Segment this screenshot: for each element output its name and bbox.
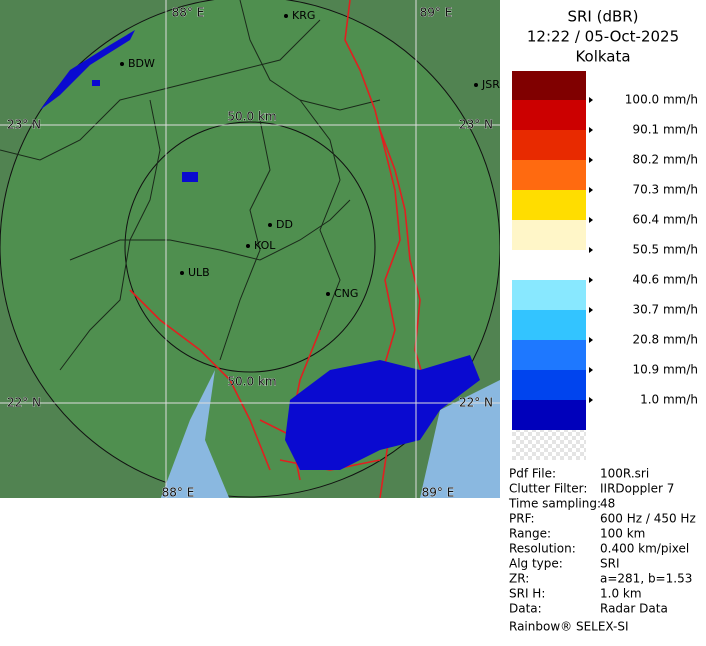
- legend-title: Kolkata: [575, 48, 630, 66]
- city-dot: [120, 62, 124, 66]
- info-value: 100R.sri: [600, 467, 649, 481]
- info-key: Resolution:: [509, 542, 576, 556]
- legend-swatch: [512, 100, 586, 130]
- legend-title: SRI (dBR): [567, 8, 638, 26]
- legend-tick: [589, 127, 593, 133]
- legend-swatch: [512, 220, 586, 250]
- info-value: a=281, b=1.53: [600, 572, 692, 586]
- legend-swatch: [512, 340, 586, 370]
- info-key: Alg type:: [509, 557, 563, 571]
- legend-swatch: [512, 280, 586, 310]
- legend-swatch: [512, 310, 586, 340]
- map-label: 50.0 km: [227, 110, 276, 124]
- info-value: 1.0 km: [600, 587, 642, 601]
- city-label: KOL: [254, 239, 276, 252]
- map-label: 23° N: [7, 118, 41, 132]
- info-value: 48: [600, 497, 615, 511]
- info-key: Time sampling:: [508, 497, 601, 511]
- legend-label: 50.5 mm/h: [632, 243, 698, 257]
- legend-label: 10.9 mm/h: [632, 363, 698, 377]
- legend-swatch: [512, 250, 586, 280]
- map-label: 50.0 km: [227, 375, 276, 389]
- info-key: Data:: [509, 602, 542, 616]
- legend-label: 40.6 mm/h: [632, 273, 698, 287]
- info-key: Pdf File:: [509, 467, 556, 481]
- legend-label: 80.2 mm/h: [632, 153, 698, 167]
- legend-label: 60.4 mm/h: [632, 213, 698, 227]
- city-dot: [474, 83, 478, 87]
- map-label: 22° N: [459, 396, 493, 410]
- legend-tick: [589, 187, 593, 193]
- info-value: 100 km: [600, 527, 645, 541]
- info-value: SRI: [600, 557, 620, 571]
- city-dot: [180, 271, 184, 275]
- legend-tick: [589, 157, 593, 163]
- map-label: 22° N: [7, 396, 41, 410]
- legend-tick: [589, 247, 593, 253]
- city-dot: [268, 223, 272, 227]
- info-key: Range:: [509, 527, 551, 541]
- legend-tick: [589, 307, 593, 313]
- legend-tick: [589, 367, 593, 373]
- map-label: 88° E: [162, 486, 195, 500]
- city-dot: [246, 244, 250, 248]
- map-label: 89° E: [420, 6, 453, 20]
- info-value: IIRDoppler 7: [600, 482, 674, 496]
- legend-swatch: [512, 160, 586, 190]
- map-label: 89° E: [422, 486, 455, 500]
- map: [0, 0, 500, 498]
- info-value: Radar Data: [600, 602, 668, 616]
- city-label: JSR: [481, 78, 500, 91]
- city-dot: [326, 292, 330, 296]
- map-label: 23° N: [459, 118, 493, 132]
- graticule: [0, 0, 500, 498]
- legend-label: 70.3 mm/h: [632, 183, 698, 197]
- legend-swatch: [512, 400, 586, 430]
- city-label: BDW: [128, 57, 155, 70]
- legend-label: 100.0 mm/h: [625, 93, 698, 107]
- legend-tick: [589, 397, 593, 403]
- city-dot: [284, 14, 288, 18]
- legend-swatch: [512, 130, 586, 160]
- legend-swatch: [512, 370, 586, 400]
- legend-title: 12:22 / 05-Oct-2025: [527, 28, 679, 46]
- legend-tick: [589, 217, 593, 223]
- city-label: CNG: [334, 287, 358, 300]
- city-label: ULB: [188, 266, 210, 279]
- footer: Rainbow® SELEX-SI: [509, 620, 629, 634]
- legend-label: 90.1 mm/h: [632, 123, 698, 137]
- info-value: 0.400 km/pixel: [600, 542, 689, 556]
- legend-tick: [589, 337, 593, 343]
- info-key: Clutter Filter:: [509, 482, 587, 496]
- legend-tick: [589, 97, 593, 103]
- map-label: 88° E: [172, 6, 205, 20]
- legend-top-swatch: [512, 71, 586, 101]
- info-key: SRI H:: [509, 587, 545, 601]
- info-key: ZR:: [509, 572, 529, 586]
- city-label: DD: [276, 218, 293, 231]
- legend-label: 30.7 mm/h: [632, 303, 698, 317]
- info-value: 600 Hz / 450 Hz: [600, 512, 696, 526]
- city-label: KRG: [292, 9, 315, 22]
- info-key: PRF:: [509, 512, 535, 526]
- legend-label: 20.8 mm/h: [632, 333, 698, 347]
- legend-tick: [589, 277, 593, 283]
- legend-label: 1.0 mm/h: [640, 393, 698, 407]
- legend-swatch: [512, 190, 586, 220]
